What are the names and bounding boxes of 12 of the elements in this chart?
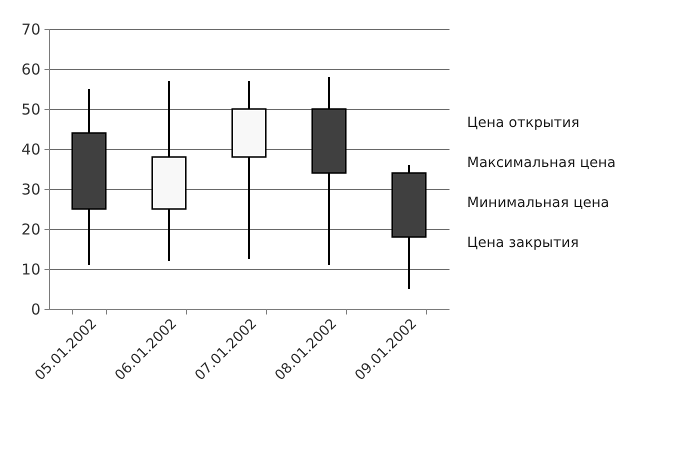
y-tick-label: 50 [21,100,40,118]
y-tick-label: 10 [21,260,40,278]
y-tick-label: 70 [21,20,40,38]
text: Минимальная цена [467,194,610,213]
text: Цена закрытия [467,234,580,253]
y-tick-label: 0 [30,300,40,318]
y-tick-label: 30 [21,180,40,198]
y-tick-label: 40 [21,140,40,158]
text: Цена открытия [467,114,580,133]
text: Максимальная цена [467,154,617,173]
y-tick-label: 20 [21,220,40,238]
y-tick-label: 60 [21,60,40,78]
